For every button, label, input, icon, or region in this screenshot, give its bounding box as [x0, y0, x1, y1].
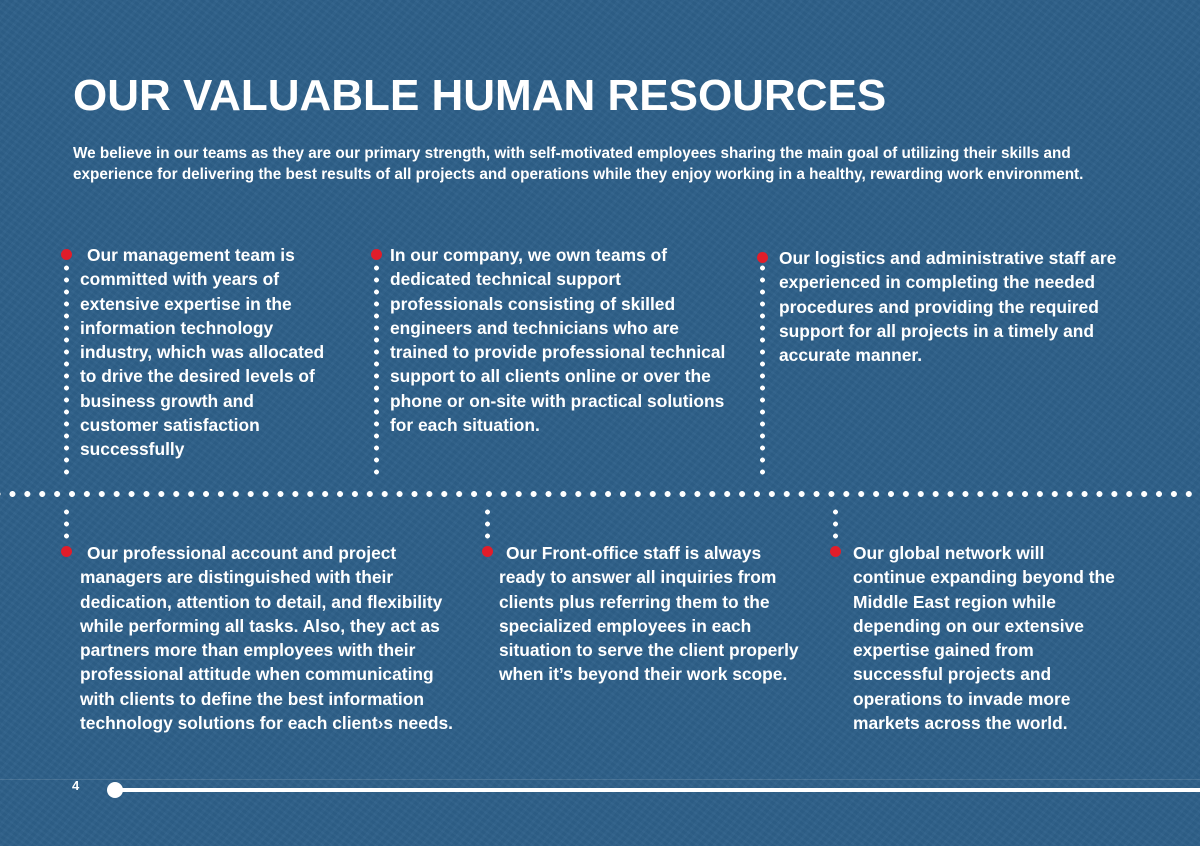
footer-divider — [0, 779, 1200, 780]
bullet-dot — [482, 546, 493, 557]
divider-dots — [0, 490, 1200, 498]
connector-dots — [485, 506, 490, 542]
connector-dots — [374, 262, 379, 480]
connector-dots — [760, 262, 765, 480]
front-office-text: Our Front-office staff is always ready t… — [499, 543, 799, 685]
bullet-dot — [61, 249, 72, 260]
footer-rule — [110, 788, 1200, 792]
connector-dots — [833, 506, 838, 542]
technical-support-text: In our company, we own teams of dedicate… — [390, 245, 726, 436]
connector-dots — [64, 262, 69, 480]
intro-paragraph: We believe in our teams as they are our … — [73, 145, 1084, 183]
page-number: 4 — [72, 778, 80, 793]
global-network-text: Our global network will continue expandi… — [853, 543, 1115, 734]
bullet-dot — [757, 252, 768, 263]
connector-dots — [64, 506, 69, 542]
bullet-dot — [371, 249, 382, 260]
bullet-dot — [61, 546, 72, 557]
bullet-dot — [830, 546, 841, 557]
page-title: OUR VALUABLE HUMAN RESOURCES — [73, 71, 887, 120]
account-managers-text: Our professional account and project man… — [80, 543, 453, 734]
management-team-text: Our management team is committed with ye… — [80, 245, 325, 460]
footer-rule-knob — [107, 782, 123, 798]
logistics-staff-text: Our logistics and administrative staff a… — [779, 248, 1117, 366]
